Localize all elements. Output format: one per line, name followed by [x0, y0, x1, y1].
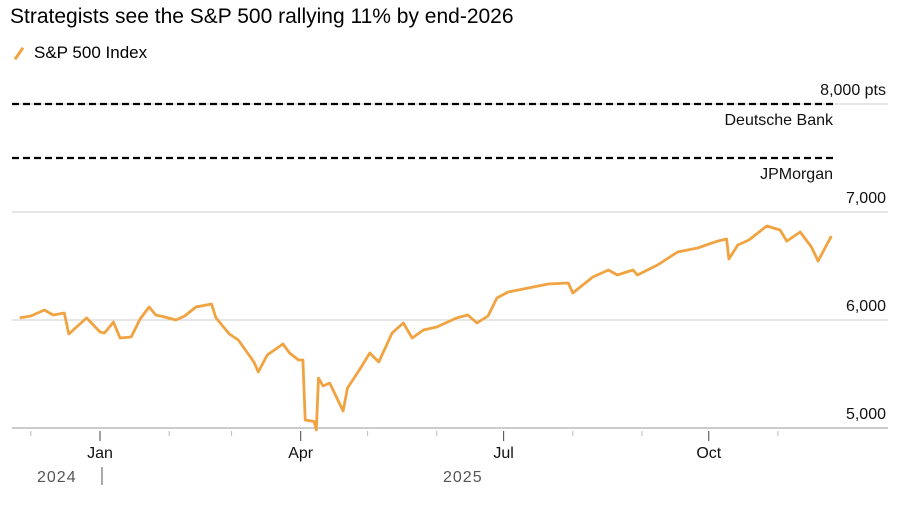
year-label: 2025 [443, 469, 483, 486]
y-tick-label: 8,000 pts [820, 82, 886, 99]
chart-title: Strategists see the S&P 500 rallying 11%… [10, 5, 514, 28]
series-line [19, 224, 833, 432]
y-tick-label: 6,000 [846, 298, 886, 315]
x-tick-label: Jan [87, 445, 113, 462]
x-tick-label: Oct [696, 445, 721, 462]
year-label: 2024 [37, 469, 77, 486]
legend-label: S&P 500 Index [34, 43, 148, 62]
y-tick-label: 7,000 [846, 190, 886, 207]
x-tick-label: Apr [288, 445, 314, 462]
y-tick-label: 5,000 [846, 406, 886, 423]
target-label: JPMorgan [760, 166, 833, 183]
target-label: Deutsche Bank [724, 112, 834, 129]
legend: S&P 500 Index [12, 43, 147, 63]
x-tick-label: Jul [493, 445, 513, 462]
